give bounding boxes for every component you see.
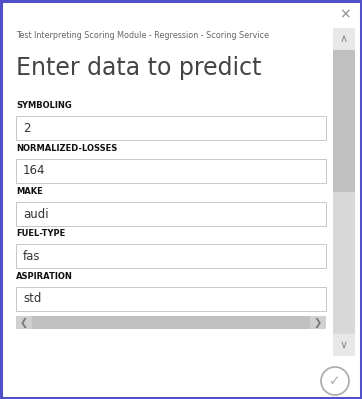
- Text: fas: fas: [23, 249, 41, 263]
- Text: MAKE: MAKE: [16, 187, 43, 196]
- Text: FUEL-TYPE: FUEL-TYPE: [16, 229, 65, 238]
- FancyBboxPatch shape: [16, 316, 326, 329]
- FancyBboxPatch shape: [333, 50, 355, 214]
- FancyBboxPatch shape: [333, 192, 355, 334]
- FancyBboxPatch shape: [32, 316, 310, 329]
- Text: ×: ×: [339, 7, 351, 21]
- Text: std: std: [23, 292, 41, 306]
- Text: Enter data to predict: Enter data to predict: [16, 56, 261, 80]
- FancyBboxPatch shape: [16, 244, 326, 268]
- Text: audi: audi: [23, 207, 49, 221]
- FancyBboxPatch shape: [16, 202, 326, 226]
- Text: ❮: ❮: [20, 318, 28, 328]
- Text: ∧: ∧: [340, 34, 348, 44]
- Text: SYMBOLING: SYMBOLING: [16, 101, 72, 110]
- Text: Test Interpreting Scoring Module - Regression - Scoring Service: Test Interpreting Scoring Module - Regre…: [16, 32, 269, 41]
- FancyBboxPatch shape: [16, 116, 326, 140]
- Text: ∨: ∨: [340, 340, 348, 350]
- Text: ASPIRATION: ASPIRATION: [16, 272, 73, 281]
- Text: ❯: ❯: [314, 318, 322, 328]
- Text: 164: 164: [23, 164, 46, 178]
- FancyBboxPatch shape: [16, 287, 326, 311]
- Text: 2: 2: [23, 122, 30, 134]
- FancyBboxPatch shape: [16, 159, 326, 183]
- FancyBboxPatch shape: [333, 28, 355, 356]
- Text: ✓: ✓: [329, 374, 341, 388]
- Text: NORMALIZED-LOSSES: NORMALIZED-LOSSES: [16, 144, 117, 153]
